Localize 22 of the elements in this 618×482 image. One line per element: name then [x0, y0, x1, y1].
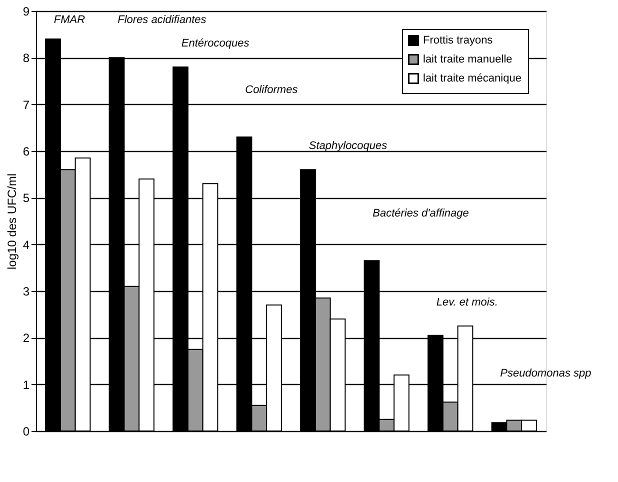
y-tick-label: 6	[22, 144, 30, 158]
annotation: Staphylocoques	[308, 140, 388, 152]
y-tick-label: 7	[22, 98, 30, 112]
legend-label: Frottis trayons	[423, 34, 494, 46]
annotation: Lev. et mois.	[436, 296, 498, 308]
annotation: Coliformes	[245, 84, 298, 96]
annotation: FMAR	[54, 14, 86, 26]
y-axis-title: log10 des UFC/ml	[4, 173, 19, 270]
annotation: Pseudomonas spp	[500, 367, 592, 380]
legend-label: lait traite mécanique	[423, 72, 522, 84]
y-tick-label: 1	[22, 378, 30, 392]
annotation: Flores acidifiantes	[118, 14, 207, 26]
y-tick-label: 3	[22, 284, 30, 298]
y-tick-label: 5	[22, 191, 30, 206]
y-tick-label: 9	[22, 4, 30, 18]
annotation: Bactéries d'affinage	[372, 208, 469, 220]
y-tick-label: 2	[22, 331, 30, 346]
y-tick-label: 4	[22, 238, 30, 252]
annotation: Entérocoques	[181, 37, 250, 50]
y-tick-label: 0	[22, 424, 30, 438]
y-tick-label: 8	[22, 51, 30, 66]
legend-label: lait traite manuelle	[423, 54, 512, 66]
